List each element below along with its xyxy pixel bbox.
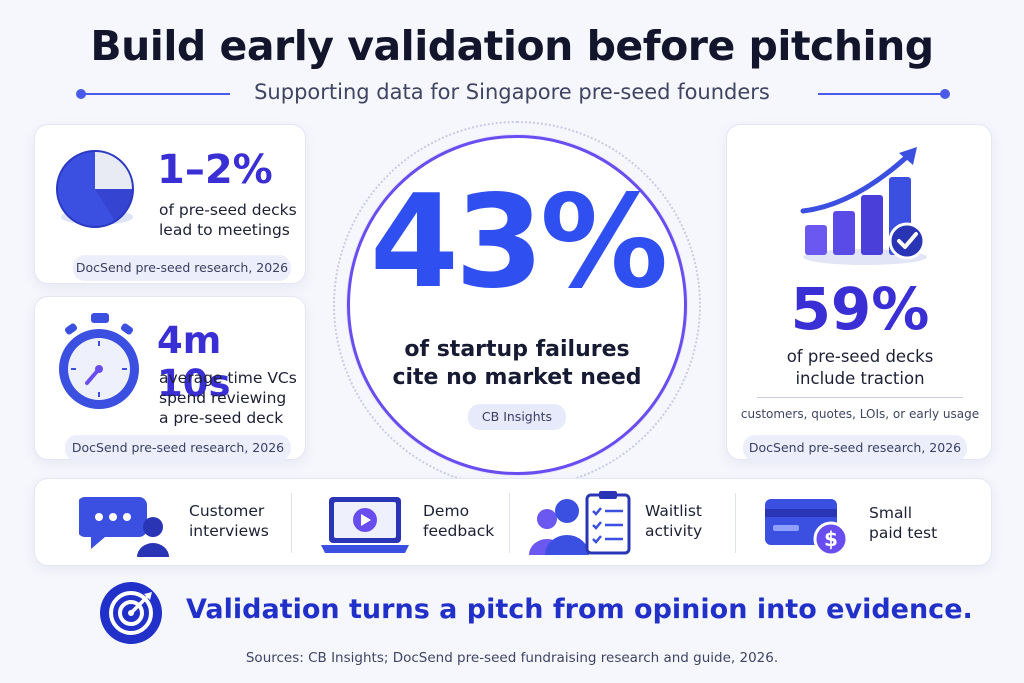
subtitle-row: Supporting data for Singapore pre-seed f… xyxy=(0,78,1024,108)
page-subtitle: Supporting data for Singapore pre-seed f… xyxy=(254,80,770,104)
validation-methods-strip: Customer interviews Demo feedback Waitli… xyxy=(34,478,992,566)
subtitle-dot-right xyxy=(940,89,950,99)
review-time-source: DocSend pre-seed research, 2026 xyxy=(65,435,291,461)
review-time-stat-card: 4m 10s average time VCs spend reviewing … xyxy=(34,296,306,461)
method-divider xyxy=(509,493,510,553)
growth-bar-chart-icon xyxy=(800,147,927,265)
conclusion-text: Validation turns a pitch from opinion in… xyxy=(186,594,973,625)
method-label-customer-interviews-2: interviews xyxy=(189,522,269,540)
meetings-line-1: of pre-seed decks xyxy=(159,201,297,219)
traction-source: DocSend pre-seed research, 2026 xyxy=(743,435,967,461)
method-divider xyxy=(291,493,292,553)
subtitle-rule-right xyxy=(818,93,946,95)
people-checklist-icon xyxy=(529,491,631,555)
review-time-line-1: average time VCs xyxy=(159,369,297,387)
failures-line-2: cite no market need xyxy=(392,365,642,390)
pie-chart-icon xyxy=(56,150,134,228)
sources-footnote: Sources: CB Insights; DocSend pre-seed f… xyxy=(245,650,779,666)
stopwatch-icon xyxy=(59,313,139,409)
review-time-line-3: a pre-seed deck xyxy=(159,409,284,427)
traction-detail: customers, quotes, LOIs, or early usage xyxy=(740,407,980,421)
method-divider xyxy=(735,493,736,553)
traction-line-1: of pre-seed decks xyxy=(786,347,934,366)
review-time-line-2: spend reviewing xyxy=(159,389,287,407)
chat-bubble-person-icon xyxy=(79,497,169,557)
method-label-small-paid-test-1: Small xyxy=(869,504,913,522)
method-label-waitlist-activity-2: activity xyxy=(645,522,703,540)
failures-value: 43% xyxy=(369,168,668,317)
failures-source: CB Insights xyxy=(468,404,566,430)
meetings-source: DocSend pre-seed research, 2026 xyxy=(73,255,291,281)
method-label-demo-feedback-2: feedback xyxy=(423,522,495,540)
meetings-value: 1–2% xyxy=(157,147,273,193)
meetings-line-2: lead to meetings xyxy=(159,221,290,239)
traction-value: 59% xyxy=(790,275,930,343)
review-time-value: 4m 10s xyxy=(157,319,231,405)
page-title: Build early validation before pitching xyxy=(90,22,934,70)
traction-divider xyxy=(757,397,963,398)
method-label-demo-feedback-1: Demo xyxy=(423,502,470,520)
method-label-small-paid-test-2: paid test xyxy=(869,524,938,542)
failures-line-1: of startup failures xyxy=(404,337,630,362)
method-label-customer-interviews-1: Customer xyxy=(189,502,265,520)
traction-line-2: include traction xyxy=(795,369,925,388)
meetings-stat-card: 1–2% of pre-seed decks lead to meetings … xyxy=(34,124,306,284)
subtitle-dot-left xyxy=(76,89,86,99)
method-label-waitlist-activity-1: Waitlist xyxy=(645,502,702,520)
svg-text:$: $ xyxy=(824,527,838,551)
traction-stat-card: 59% of pre-seed decks include traction c… xyxy=(726,124,992,461)
laptop-play-icon xyxy=(321,497,409,553)
credit-card-dollar-icon: $ xyxy=(765,499,849,557)
subtitle-rule-left xyxy=(80,93,230,95)
target-arrow-icon xyxy=(100,582,162,644)
